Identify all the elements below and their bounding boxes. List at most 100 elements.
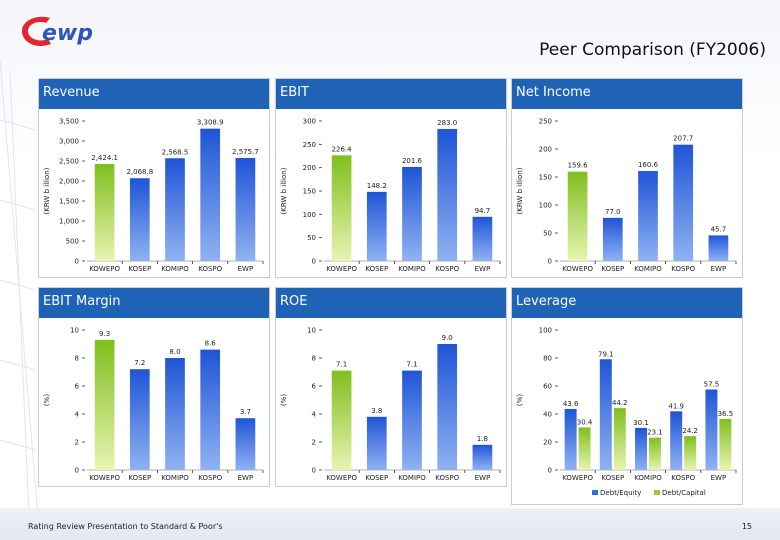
y-tick-label: 8	[312, 355, 316, 363]
bar	[129, 178, 150, 261]
data-label: 36.5	[718, 410, 734, 418]
legend-swatch	[654, 490, 660, 495]
y-tick-label: 60	[543, 383, 552, 391]
y-tick-label: 150	[539, 174, 552, 182]
y-tick-label: 500	[66, 238, 79, 246]
bar	[567, 171, 588, 261]
data-label: 3.8	[371, 407, 382, 415]
y-axis-label: (KRW b illion)	[516, 167, 524, 214]
y-axis-label: (%)	[43, 394, 51, 406]
x-tick-label: KOWEPO	[326, 474, 357, 482]
chart-title: Revenue	[39, 79, 269, 109]
chart-panel-leverage: Leverage (%) 0 20 40 60 80 100 KOWEPO KOSEP KOMIP…	[511, 287, 743, 505]
data-label: 7.1	[336, 361, 347, 369]
legend-label: Debt/Equity	[600, 489, 641, 497]
legend-label: Debt/Capital	[662, 489, 706, 497]
footer-band	[0, 508, 780, 540]
bar	[564, 408, 577, 470]
data-label: 148.2	[367, 182, 387, 190]
x-tick-label: KOSPO	[198, 474, 222, 482]
y-tick-label: 2	[75, 439, 79, 447]
y-tick-label: 0	[75, 467, 79, 475]
x-tick-label: KOMIPO	[161, 265, 189, 273]
y-tick-label: 0	[312, 258, 316, 266]
data-label: 77.0	[605, 208, 621, 216]
y-tick-label: 8	[75, 355, 79, 363]
chart-revenue: (KRW b illion) 0 500 1,000 1,500 2,000 2,500 3,…	[43, 118, 264, 273]
data-label: 3.7	[240, 408, 251, 416]
data-label: 43.6	[563, 400, 579, 408]
bar	[366, 191, 387, 261]
x-tick-label: KOSPO	[671, 474, 695, 482]
y-tick-label: 80	[543, 355, 552, 363]
data-label: 8.0	[169, 348, 180, 356]
y-tick-label: 3,500	[59, 118, 79, 126]
bar	[366, 416, 387, 470]
y-tick-label: 2,000	[59, 178, 79, 186]
y-tick-label: 250	[303, 141, 316, 149]
y-axis-label: (%)	[280, 394, 288, 406]
data-label: 7.1	[406, 361, 417, 369]
data-label: 160.6	[638, 161, 659, 169]
bar	[578, 427, 591, 470]
bar	[200, 128, 221, 261]
data-label: 79.1	[598, 350, 614, 358]
y-tick-label: 50	[543, 230, 552, 238]
bar	[200, 349, 221, 470]
x-tick-label: KOSEP	[601, 474, 624, 482]
chart-panel-net-income: Net Income (KRW b illion) 0 50 100 150 200 250…	[511, 78, 743, 278]
bar	[402, 166, 422, 261]
bar	[613, 408, 626, 470]
x-tick-label: EWP	[475, 265, 491, 273]
x-tick-label: KOWEPO	[562, 474, 593, 482]
chart-title: ROE	[276, 288, 506, 318]
y-tick-label: 300	[303, 118, 316, 126]
y-tick-label: 0	[548, 258, 552, 266]
chart-net-income: (KRW b illion) 0 50 100 150 200 250 KOWEPO KOSEP…	[516, 118, 737, 273]
bar	[599, 359, 612, 470]
bar	[705, 389, 718, 470]
data-label: 226.4	[332, 145, 353, 153]
y-tick-label: 4	[75, 411, 80, 419]
x-tick-label: KOMIPO	[634, 474, 662, 482]
x-tick-label: KOSPO	[198, 265, 222, 273]
x-tick-label: EWP	[711, 265, 727, 273]
page-number: 15	[741, 522, 752, 531]
chart-roe: (%) 0 2 4 6 8 10 KOWEPO KOSEP KOMIPO KOSPO EWP 7.1 3.…	[280, 327, 501, 482]
bar	[165, 158, 185, 261]
data-label: 57.5	[704, 381, 720, 389]
x-tick-label: KOSEP	[365, 265, 388, 273]
data-label: 24.2	[682, 427, 698, 435]
y-axis-label: (KRW b illion)	[43, 167, 51, 214]
bar	[673, 144, 694, 261]
legend-swatch	[592, 490, 598, 495]
bar	[635, 427, 647, 470]
data-label: 159.6	[568, 162, 589, 170]
bar	[129, 369, 150, 470]
x-tick-label: KOSPO	[435, 265, 459, 273]
chart-panel-roe: ROE (%) 0 2 4 6 8 10 KOWEPO KOSEP KOMIPO KOSPO EWP 7…	[275, 287, 507, 487]
y-tick-label: 2	[312, 439, 316, 447]
chart-title: Net Income	[512, 79, 742, 109]
logo-text: ewp	[42, 21, 93, 46]
y-axis-label: (%)	[516, 394, 524, 406]
y-tick-label: 50	[307, 234, 316, 242]
x-tick-label: KOMIPO	[161, 474, 189, 482]
bar	[235, 418, 256, 470]
data-label: 207.7	[673, 135, 693, 143]
data-label: 7.2	[134, 359, 145, 367]
y-tick-label: 100	[539, 202, 552, 210]
x-tick-label: EWP	[238, 474, 254, 482]
bar	[235, 157, 256, 261]
bar	[437, 128, 458, 261]
y-tick-label: 100	[303, 211, 316, 219]
x-tick-label: KOWEPO	[562, 265, 593, 273]
y-tick-label: 2,500	[59, 158, 79, 166]
chart-ebit-margin: (%) 0 2 4 6 8 10 KOWEPO KOSEP KOMIPO KOSPO EWP 9.3 7.…	[43, 327, 264, 482]
bar	[402, 370, 422, 470]
chart-title: EBIT	[276, 79, 506, 109]
bar	[684, 436, 697, 470]
data-label: 2,068.8	[126, 168, 153, 176]
y-tick-label: 10	[307, 327, 316, 335]
